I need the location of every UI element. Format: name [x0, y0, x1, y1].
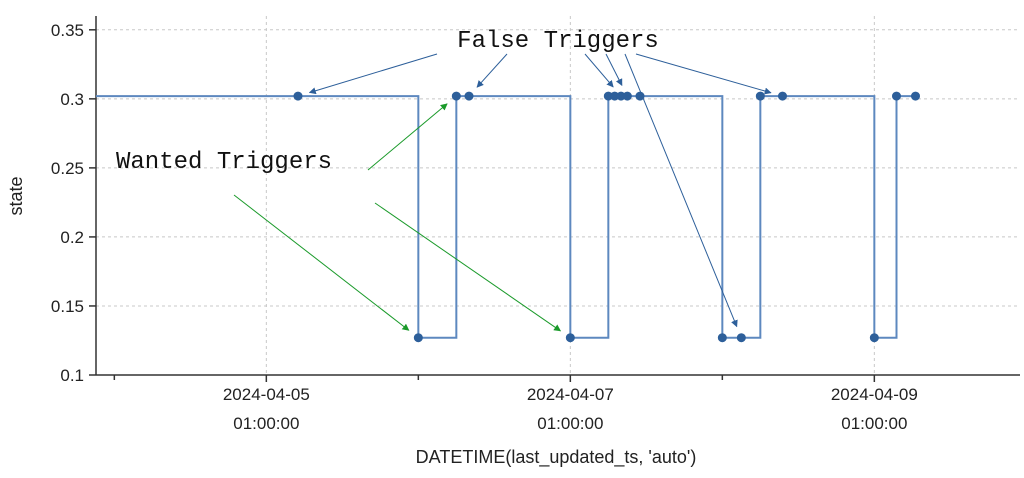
annotation-arrow — [635, 53, 772, 95]
data-point — [622, 91, 632, 101]
annotation-arrow — [308, 53, 438, 95]
data-point — [911, 91, 920, 101]
data-point — [635, 91, 645, 101]
y-axis-label: state — [6, 176, 26, 215]
data-point — [603, 91, 613, 101]
annotation-arrow — [476, 53, 508, 88]
y-tick-label: 0.15 — [51, 297, 84, 316]
data-point — [610, 91, 620, 101]
data-point — [293, 91, 303, 101]
data-point — [413, 333, 423, 343]
x-tick-label-date: 2024-04-09 — [831, 385, 918, 404]
x-axis-label: DATETIME(last_updated_ts, 'auto') — [416, 447, 697, 468]
annotation-arrow — [367, 103, 448, 171]
data-point — [778, 91, 787, 101]
y-tick-label: 0.1 — [60, 366, 84, 385]
data-point — [451, 91, 461, 101]
series-line — [96, 95, 916, 339]
data-point — [892, 91, 901, 101]
annotation-label: False Triggers — [457, 28, 659, 55]
axes: 0.1 0.15 0.2 0.25 0.3 0.35 2024-04-05 01:00:00 2… — [51, 16, 1020, 433]
annotations: False Triggers Wanted Triggers — [116, 28, 772, 332]
data-point — [565, 333, 575, 343]
data-point — [717, 333, 727, 343]
annotation-arrow — [624, 53, 738, 328]
x-tick-label-time: 01:00:00 — [537, 414, 603, 433]
x-tick-label-time: 01:00:00 — [233, 414, 299, 433]
annotation-arrow — [584, 53, 614, 88]
data-point — [755, 91, 765, 101]
data-point — [736, 333, 746, 343]
x-tick-label-date: 2024-04-05 — [223, 385, 310, 404]
annotation-arrow — [374, 202, 562, 332]
series-points — [293, 91, 920, 343]
annotation-arrow — [605, 53, 623, 87]
data-point — [464, 91, 474, 101]
annotation-label: Wanted Triggers — [116, 149, 332, 176]
y-tick-label: 0.2 — [60, 228, 84, 247]
x-tick-label-date: 2024-04-07 — [527, 385, 614, 404]
y-tick-label: 0.25 — [51, 159, 84, 178]
y-tick-label: 0.35 — [51, 21, 84, 40]
annotation-arrow — [233, 194, 410, 331]
y-tick-label: 0.3 — [60, 90, 84, 109]
data-point — [616, 91, 626, 101]
x-tick-label-time: 01:00:00 — [841, 414, 907, 433]
data-point — [869, 333, 879, 343]
step-line — [96, 95, 916, 339]
